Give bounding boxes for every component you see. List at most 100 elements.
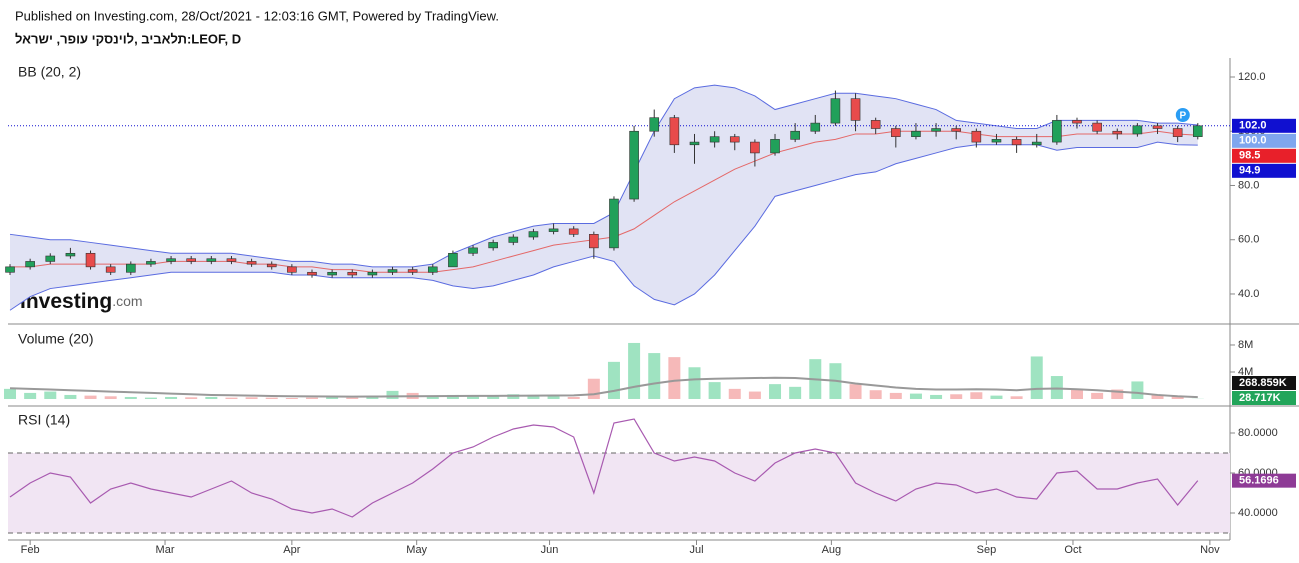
y-tick-label: 40.0 bbox=[1238, 288, 1259, 300]
candle-body bbox=[287, 266, 297, 273]
volume-bar bbox=[547, 396, 560, 399]
volume-bar bbox=[285, 397, 298, 399]
last-value-label: 28.717K bbox=[1239, 392, 1281, 404]
candle-body bbox=[186, 258, 196, 262]
marker-label: P bbox=[1179, 111, 1186, 122]
last-value-badge bbox=[1232, 148, 1296, 163]
volume-bar bbox=[688, 367, 701, 399]
volume-bar bbox=[305, 397, 318, 399]
candle-body bbox=[407, 269, 418, 273]
candle-body bbox=[991, 139, 1002, 143]
x-tick-label: Aug bbox=[822, 544, 842, 556]
candle-body bbox=[1152, 125, 1163, 129]
last-value-label: 98.5 bbox=[1239, 150, 1260, 162]
volume-bar bbox=[44, 391, 57, 399]
volume-bar bbox=[205, 396, 218, 399]
candle-body bbox=[1112, 130, 1123, 135]
last-value-badge bbox=[1232, 391, 1296, 405]
volume-bar bbox=[708, 382, 721, 399]
volume-bar bbox=[1151, 394, 1164, 399]
candle-body bbox=[448, 252, 458, 268]
candle-body bbox=[609, 198, 619, 249]
volume-bar bbox=[1131, 381, 1144, 399]
candle-body bbox=[850, 98, 861, 121]
volume-bar bbox=[64, 394, 77, 399]
volume-bar bbox=[990, 395, 1003, 399]
volume-bar bbox=[1171, 396, 1184, 399]
volume-bar bbox=[607, 361, 620, 399]
last-value-label: 102.0 bbox=[1239, 120, 1267, 132]
panel-title: RSI (14) bbox=[18, 412, 70, 428]
last-value-label: 268.859K bbox=[1239, 377, 1287, 389]
candle-body bbox=[891, 128, 901, 137]
volume-bar bbox=[487, 395, 500, 399]
bollinger-upper bbox=[9, 84, 1198, 268]
candle-body bbox=[971, 130, 982, 143]
volume-bar bbox=[4, 388, 17, 399]
volume-bar bbox=[426, 395, 439, 399]
candle-body bbox=[226, 258, 237, 262]
volume-bar bbox=[386, 390, 399, 399]
last-value-badge bbox=[1232, 473, 1296, 488]
volume-bar bbox=[124, 396, 137, 399]
volume-bar bbox=[668, 357, 681, 399]
volume-bar bbox=[104, 396, 117, 399]
volume-bar bbox=[165, 396, 178, 399]
volume-bar bbox=[84, 395, 97, 399]
volume-bar bbox=[789, 386, 802, 399]
candle-body bbox=[770, 139, 780, 154]
volume-bar bbox=[869, 390, 882, 399]
candle-body bbox=[951, 128, 962, 132]
candle-body bbox=[307, 271, 317, 276]
candle-body bbox=[709, 136, 720, 143]
candle-body bbox=[810, 122, 821, 132]
candle-body bbox=[1052, 120, 1062, 143]
watermark: Investing.com bbox=[20, 290, 143, 313]
candle-body bbox=[427, 266, 438, 273]
candle-body bbox=[266, 263, 277, 268]
last-value-badge bbox=[1232, 133, 1296, 148]
watermark-brand: Investing bbox=[20, 290, 112, 313]
watermark-suffix: .com bbox=[112, 293, 142, 309]
y-tick-label: 80.0000 bbox=[1238, 427, 1278, 439]
volume-bar bbox=[769, 384, 782, 399]
volume-bar bbox=[628, 342, 641, 399]
candle-body bbox=[911, 130, 921, 137]
candle-body bbox=[85, 252, 96, 268]
candle-body bbox=[1011, 139, 1022, 146]
volume-bar bbox=[326, 397, 339, 399]
volume-bar bbox=[245, 397, 258, 399]
x-tick-label: Oct bbox=[1064, 544, 1081, 556]
candle-body bbox=[387, 269, 398, 273]
candle-body bbox=[931, 128, 941, 132]
volume-bar bbox=[527, 394, 540, 399]
candle-body bbox=[1031, 141, 1042, 146]
y-tick-label: 80.0 bbox=[1238, 179, 1259, 191]
candle-body bbox=[206, 258, 217, 262]
y-tick-label: 8M bbox=[1238, 339, 1253, 351]
volume-ma bbox=[9, 376, 1198, 399]
volume-bar bbox=[24, 392, 37, 399]
candle-body bbox=[45, 255, 56, 262]
bollinger-lower bbox=[9, 141, 1198, 311]
candle-body bbox=[5, 266, 15, 273]
volume-bar bbox=[144, 397, 157, 399]
candle-body bbox=[589, 234, 599, 249]
volume-bar bbox=[366, 396, 379, 399]
candle-body bbox=[1172, 128, 1183, 137]
last-value-badge bbox=[1232, 118, 1296, 133]
volume-bar bbox=[950, 394, 963, 399]
candle-body bbox=[347, 271, 358, 276]
candle-body bbox=[65, 252, 76, 257]
candle-body bbox=[870, 120, 881, 129]
candle-body bbox=[750, 141, 760, 154]
x-tick-label: Feb bbox=[21, 544, 40, 556]
marker-badge bbox=[1175, 107, 1190, 122]
rsi-band bbox=[8, 453, 1230, 533]
rsi-line bbox=[9, 418, 1199, 518]
candle-body bbox=[105, 266, 116, 273]
y-tick-label: 120.0 bbox=[1238, 71, 1266, 83]
candle-body bbox=[568, 228, 579, 235]
candle-body bbox=[548, 228, 559, 232]
